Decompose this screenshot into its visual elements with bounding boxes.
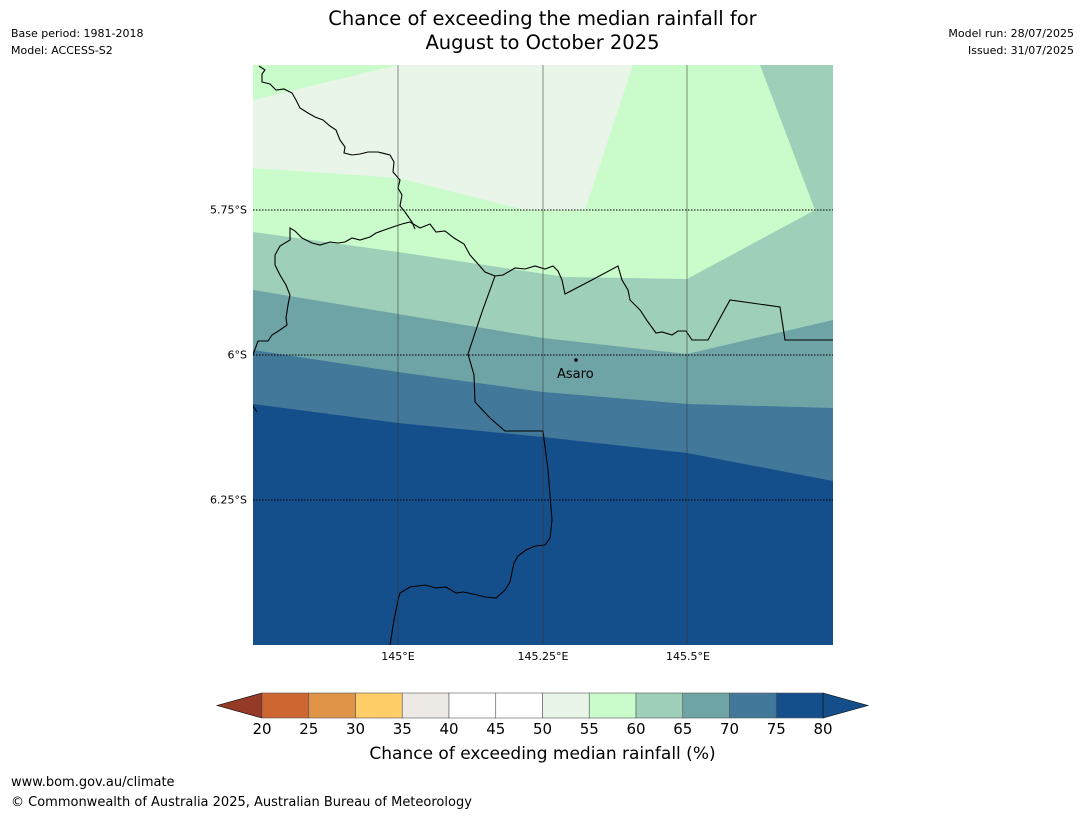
colorbar-tick: 55 (579, 720, 599, 738)
asaro-label: Asaro (557, 367, 594, 382)
boundary-lines (253, 65, 833, 645)
lat-label-6: 6°S (227, 348, 247, 362)
lat-label-5-75: 5.75°S (210, 203, 247, 217)
chart-title: Chance of exceeding the median rainfall … (0, 7, 1085, 55)
colorbar-tick: 50 (532, 720, 553, 738)
model-run-text: Model run: 28/07/2025 (948, 27, 1074, 40)
colorbar-tick: 45 (486, 720, 506, 738)
colorbar-tick: 75 (766, 720, 786, 738)
lat-label-6-25: 6.25°S (210, 493, 247, 507)
title-line-2: August to October 2025 (425, 31, 660, 54)
meta-left: Base period: 1981-2018 Model: ACCESS-S2 (11, 25, 143, 59)
colorbar-tick: 65 (673, 720, 693, 738)
colorbar-tick: 20 (252, 720, 272, 738)
footer-copyright: © Commonwealth of Australia 2025, Austra… (11, 795, 472, 810)
meta-right: Model run: 28/07/2025 Issued: 31/07/2025 (948, 25, 1074, 59)
colorbar-tick: 60 (626, 720, 646, 738)
colorbar-title: Chance of exceeding median rainfall (%) (369, 744, 716, 764)
colorbar-tick: 25 (299, 720, 319, 738)
lon-label-145-5: 145.5°E (666, 650, 710, 663)
asaro-marker (574, 358, 578, 362)
map-area: Asaro (253, 65, 833, 645)
colorbar-tick: 80 (813, 720, 833, 738)
footer-url: www.bom.gov.au/climate (11, 775, 175, 790)
lon-label-145: 145°E (381, 650, 415, 663)
colorbar-tick: 35 (392, 720, 412, 738)
lon-label-145-25: 145.25°E (517, 650, 569, 663)
title-line-1: Chance of exceeding the median rainfall … (328, 7, 757, 30)
colorbar-tick: 70 (719, 720, 740, 738)
band-55 (253, 65, 633, 210)
colorbar-tick: 40 (439, 720, 459, 738)
base-period-text: Base period: 1981-2018 (11, 27, 144, 40)
colorbar-tick: 30 (345, 720, 366, 738)
issued-text: Issued: 31/07/2025 (967, 44, 1074, 57)
parallels (253, 209, 833, 501)
model-text: Model: ACCESS-S2 (11, 44, 113, 57)
